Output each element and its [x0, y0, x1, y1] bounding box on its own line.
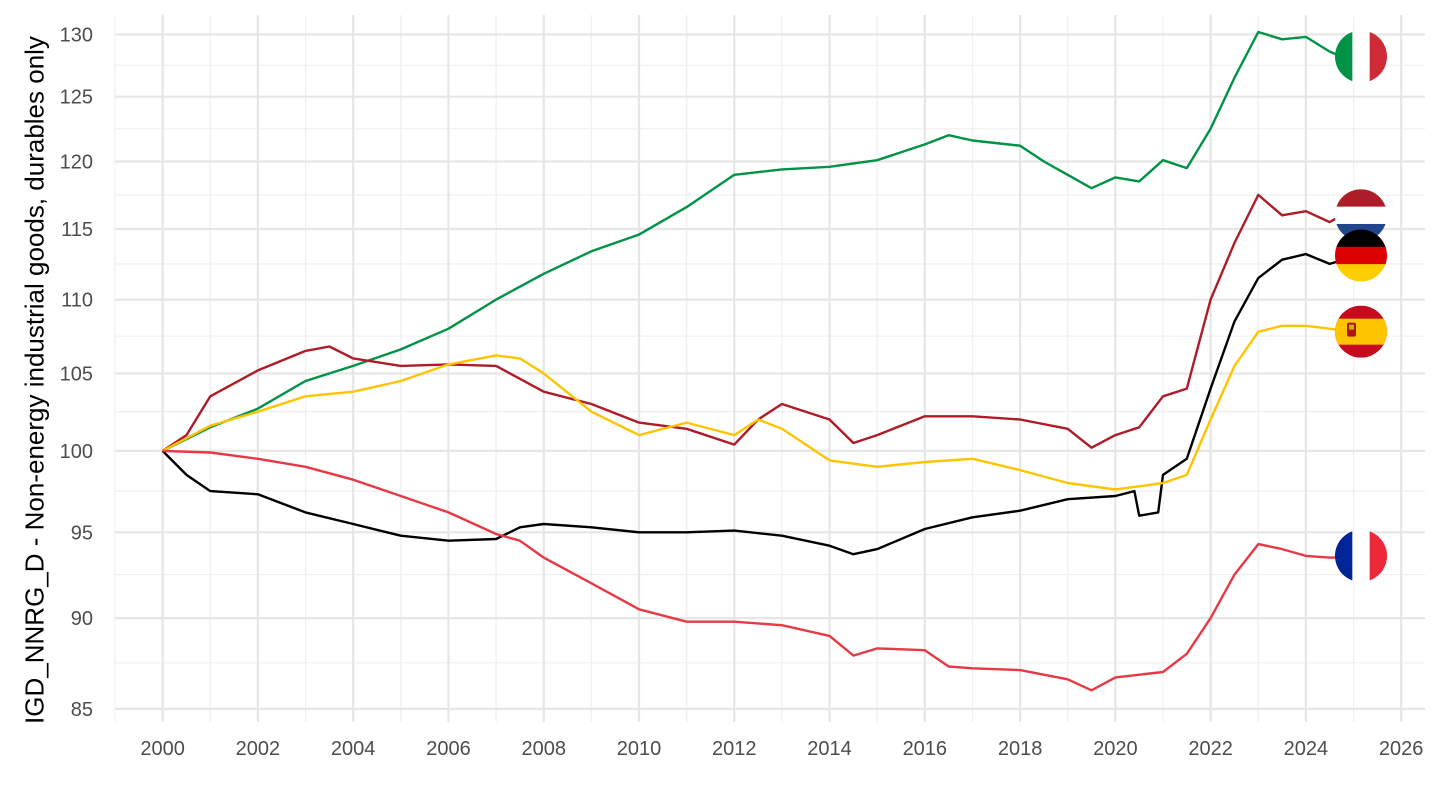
y-tick-label: 110 — [61, 290, 93, 312]
x-tick-label: 2000 — [140, 738, 185, 760]
series-line-germany — [161, 252, 1354, 556]
france-flag-icon — [1335, 529, 1387, 582]
x-tick-label: 2014 — [807, 738, 852, 760]
y-tick-label: 90 — [71, 608, 93, 630]
y-tick-label: 130 — [60, 24, 93, 46]
x-tick-label: 2018 — [998, 738, 1043, 760]
y-tick-label: 120 — [60, 151, 93, 173]
series-line-netherlands — [161, 193, 1355, 452]
x-tick-label: 2012 — [712, 738, 757, 760]
y-tick-label: 115 — [61, 219, 93, 241]
x-tick-label: 2016 — [903, 738, 948, 760]
x-tick-label: 2006 — [426, 738, 471, 760]
y-tick-label: 100 — [60, 441, 93, 463]
series-line-italy — [162, 30, 1354, 452]
italy-flag-icon — [1335, 30, 1387, 83]
x-tick-label: 2024 — [1284, 738, 1329, 760]
y-tick-label: 95 — [71, 522, 93, 544]
germany-flag-icon — [1335, 229, 1387, 282]
series-line-spain — [162, 324, 1354, 491]
x-tick-label: 2004 — [331, 738, 376, 760]
x-tick-label: 2022 — [1188, 738, 1233, 760]
x-tick-label: 2002 — [236, 738, 281, 760]
x-tick-label: 2008 — [521, 738, 566, 760]
x-tick-label: 2010 — [617, 738, 662, 760]
y-tick-label: 105 — [60, 363, 93, 385]
x-tick-label: 2020 — [1093, 738, 1138, 760]
y-tick-label: 125 — [60, 87, 93, 109]
y-tick-label: 85 — [71, 699, 93, 721]
series-line-france — [162, 449, 1354, 692]
x-tick-label: 2026 — [1379, 738, 1424, 760]
spain-flag-icon — [1335, 305, 1387, 358]
